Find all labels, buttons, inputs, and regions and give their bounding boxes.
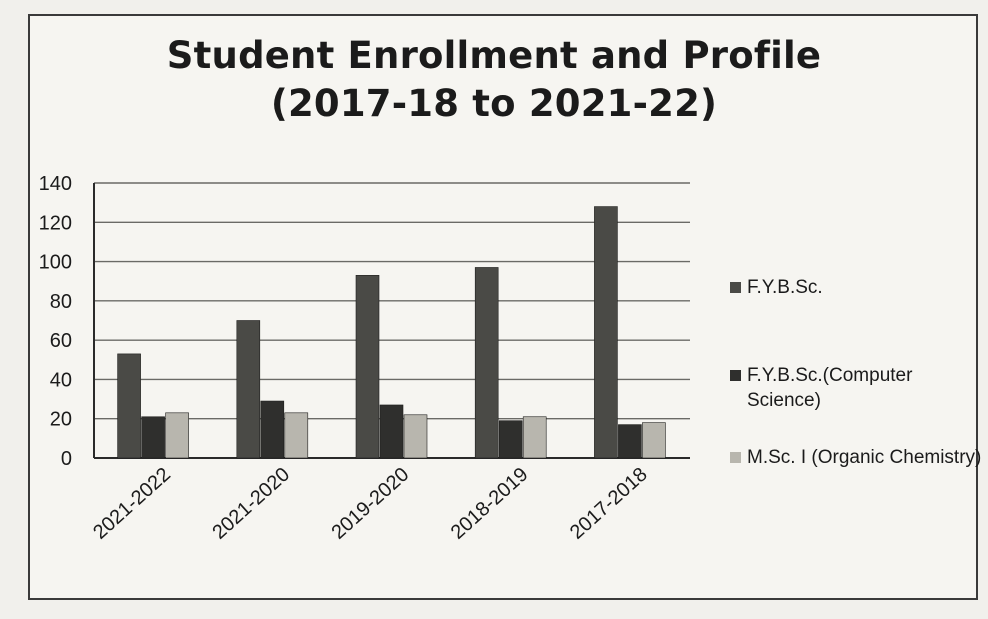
bar-m-sc-i-organic-chemistry--2021-2020: [284, 412, 309, 459]
legend-swatch-msc: [730, 452, 741, 463]
y-tick-label-0: 0: [61, 448, 72, 470]
y-tick-label-100: 100: [39, 252, 72, 274]
bar-f-y-b-sc-computer-science--2021-2020: [260, 400, 285, 459]
legend-swatch-fybsc: [730, 282, 741, 293]
legend-item-fybsc: F.Y.B.Sc.: [730, 276, 982, 301]
bar-f-y-b-sc--2021-2022: [117, 353, 141, 459]
legend-item-fybsc-cs: F.Y.B.Sc.(Computer Science): [730, 364, 982, 413]
bar-f-y-b-sc-computer-science--2017-2018: [618, 424, 642, 459]
y-tick-label-80: 80: [50, 291, 72, 313]
y-tick-label-120: 120: [39, 212, 72, 234]
y-tick-label-40: 40: [50, 369, 72, 391]
x-tick-label-2019-2020: 2019-2020: [328, 463, 414, 543]
chart-title-line-1: Student Enrollment and Profile: [166, 34, 822, 77]
bar-m-sc-i-organic-chemistry--2021-2022: [165, 412, 189, 459]
bar-f-y-b-sc--2019-2020: [355, 275, 380, 459]
bar-f-y-b-sc--2021-2020: [236, 320, 261, 459]
bar-f-y-b-sc--2017-2018: [594, 206, 618, 459]
y-tick-label-140: 140: [39, 173, 72, 195]
bar-m-sc-i-organic-chemistry--2018-2019: [522, 416, 547, 459]
bar-f-y-b-sc--2018-2019: [474, 267, 499, 459]
bar-f-y-b-sc-computer-science--2021-2022: [141, 416, 165, 459]
legend-label-msc: M.Sc. I (Organic Chemistry): [747, 447, 982, 468]
bar-f-y-b-sc-computer-science--2019-2020: [379, 404, 404, 459]
bar-f-y-b-sc-computer-science--2018-2019: [498, 420, 523, 459]
legend-item-msc: M.Sc. I (Organic Chemistry): [730, 446, 982, 471]
x-tick-label-2017-2018: 2017-2018: [566, 463, 652, 543]
x-tick-label-2021-2020: 2021-2020: [208, 463, 294, 543]
bar-m-sc-i-organic-chemistry--2017-2018: [642, 422, 666, 459]
x-tick-label-2018-2019: 2018-2019: [447, 463, 533, 543]
chart-frame: [28, 14, 978, 600]
y-tick-label-20: 20: [50, 409, 72, 431]
chart-title: Student Enrollment and Profile (2017-18 …: [0, 32, 988, 128]
chart-title-line-2: (2017-18 to 2021-22): [270, 82, 718, 126]
x-tick-label-2021-2022: 2021-2022: [89, 463, 175, 543]
legend-label-fybsc-cs: F.Y.B.Sc.(Computer Science): [747, 365, 913, 411]
legend-swatch-fybsc-cs: [730, 370, 741, 381]
legend-label-fybsc: F.Y.B.Sc.: [747, 277, 823, 298]
y-tick-label-60: 60: [50, 330, 72, 352]
bar-m-sc-i-organic-chemistry--2019-2020: [403, 414, 428, 459]
